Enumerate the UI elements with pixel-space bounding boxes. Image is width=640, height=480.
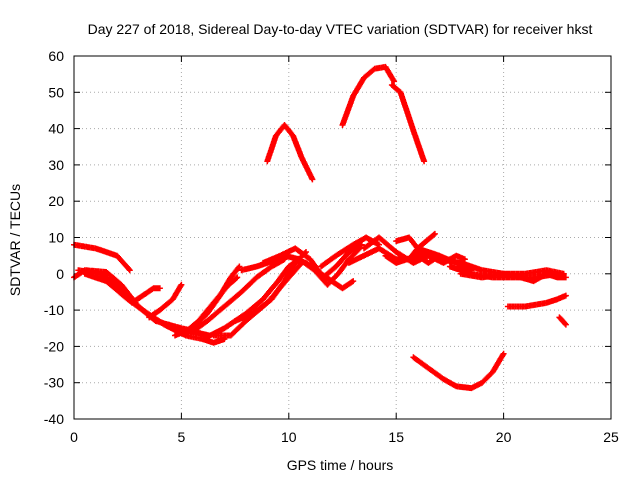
y-tick-label: -20 [44,338,64,354]
y-tick-label: 0 [56,266,64,282]
data-marker-trace [388,82,428,165]
y-tick-label: -30 [44,375,64,391]
data-marker-trace [504,292,569,310]
series-arc-8 [182,274,241,335]
series-arc-18 [339,63,398,128]
x-tick-label: 10 [281,429,297,445]
series-arc-19 [388,82,428,165]
data-marker-trace [556,314,569,328]
x-tick-label: 15 [388,429,404,445]
data-marker-trace [410,350,507,392]
series-arc-15 [264,122,316,183]
x-tick-label: 25 [603,429,619,445]
y-tick-label: 20 [48,193,64,209]
y-tick-label: 30 [48,157,64,173]
y-tick-label: 60 [48,48,64,64]
series-arc-29 [556,314,569,328]
plot-data [71,63,569,392]
x-tick-label: 5 [178,429,186,445]
grid-lines [74,56,611,419]
data-marker-trace [146,281,185,321]
data-marker-trace [189,256,288,335]
series-arc-9 [189,256,288,335]
data-marker-trace [290,256,357,292]
series-arc-26 [457,270,569,285]
y-tick-label: 40 [48,121,64,137]
y-tick-label: -10 [44,302,64,318]
series-arc-27 [410,350,507,392]
x-tick-label: 0 [70,429,78,445]
series-arc-28 [504,292,569,310]
data-marker-trace [339,63,398,128]
y-tick-label: 10 [48,230,64,246]
x-axis-label: GPS time / hours [287,457,394,473]
series-arc-16 [290,256,357,292]
data-marker-trace [182,274,241,335]
data-marker-trace [393,230,438,252]
series-arc-6 [146,281,185,321]
series-arc-23 [393,230,438,252]
series-arc-5 [120,285,163,306]
chart-title: Day 227 of 2018, Sidereal Day-to-day VTE… [88,21,593,37]
y-tick-label: -40 [44,411,64,427]
y-tick-label: 50 [48,84,64,100]
axis-ticks: 0 5 10 15 20 25 -40 -30 -20 -10 0 10 20 30 40 50 60 [44,48,619,445]
data-marker-trace [457,270,569,285]
y-axis-label: SDTVAR / TECUs [7,184,23,296]
plot-frame [73,55,612,420]
x-tick-label: 20 [496,429,512,445]
data-marker-trace [120,285,163,306]
data-marker-trace [264,122,316,183]
